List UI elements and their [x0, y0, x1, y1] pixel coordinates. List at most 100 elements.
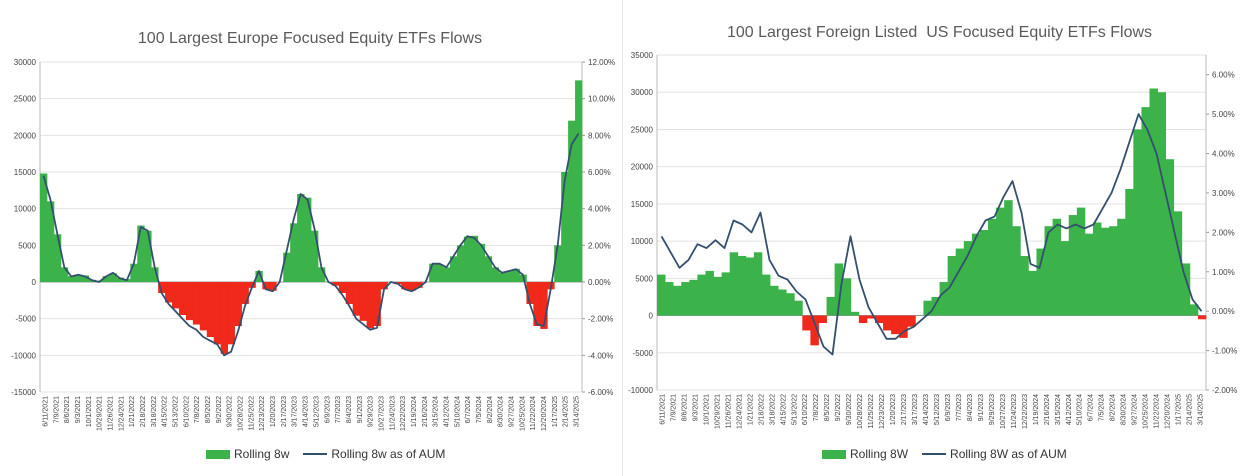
- bar: [269, 282, 277, 291]
- x-tick-label: 8/4/2023: [346, 396, 353, 423]
- x-tick-label: 1/21/2022: [129, 396, 136, 427]
- x-tick-label: 6/9/2023: [945, 394, 952, 421]
- x-tick-label: 5/12/2023: [313, 396, 320, 427]
- y2-tick-label: 3.00%: [1212, 189, 1235, 198]
- x-tick-label: 9/27/2024: [509, 396, 516, 427]
- x-tick-label: 2/16/2024: [422, 396, 429, 427]
- y-tick-label: 5000: [18, 241, 36, 250]
- bar: [818, 315, 827, 323]
- legend-swatch-line: [303, 453, 328, 455]
- bar: [657, 274, 666, 316]
- x-tick-label: 11/26/2021: [725, 394, 732, 429]
- bar: [996, 207, 1005, 316]
- bar: [858, 315, 868, 323]
- bar: [297, 194, 305, 282]
- y2-tick-label: 2.00%: [1212, 228, 1235, 237]
- bar: [770, 285, 779, 316]
- bar: [151, 267, 159, 282]
- bar: [380, 282, 388, 290]
- x-tick-label: 9/30/2022: [227, 396, 234, 427]
- x-tick-label: 12/22/2023: [400, 396, 407, 431]
- bar: [401, 282, 409, 290]
- x-tick-label: 8/2/2024: [487, 396, 494, 423]
- y2-tick-label: 1.00%: [1212, 268, 1235, 277]
- bar: [939, 282, 949, 316]
- bar: [891, 315, 900, 335]
- bar: [554, 245, 562, 282]
- y-tick-label: 0: [32, 278, 37, 287]
- x-tick-label: 8/5/2022: [205, 396, 212, 423]
- x-tick-label: 4/12/2024: [444, 396, 451, 427]
- x-tick-label: 9/29/2023: [368, 396, 375, 427]
- legend-label-bar: Rolling 8w: [234, 447, 290, 461]
- y-tick-label: 0: [649, 312, 654, 321]
- x-tick-label: 10/1/2021: [86, 396, 93, 427]
- bar: [345, 282, 354, 304]
- bar: [533, 282, 541, 326]
- x-tick-label: 8/5/2022: [824, 394, 831, 421]
- bar: [213, 282, 222, 345]
- bar: [947, 256, 957, 316]
- bar: [172, 282, 180, 309]
- x-tick-label: 12/20/2024: [541, 396, 548, 431]
- bar: [255, 271, 263, 282]
- y2-tick-label: 12.00%: [588, 58, 615, 67]
- y2-tick-label: 6.00%: [1212, 71, 1235, 80]
- bar: [826, 296, 836, 316]
- x-tick-label: 9/1/2023: [978, 394, 985, 421]
- bar: [352, 282, 361, 316]
- bar: [498, 272, 506, 282]
- x-tick-label: 3/17/2023: [292, 396, 299, 427]
- y-tick-label: 35000: [631, 51, 654, 60]
- bar: [199, 282, 208, 331]
- x-tick-label: 4/14/2023: [303, 396, 310, 427]
- bar: [436, 264, 444, 282]
- bar: [67, 276, 76, 282]
- x-tick-label: 9/29/2023: [989, 394, 996, 425]
- x-tick-label: 4/12/2024: [1066, 394, 1073, 425]
- x-tick-label: 12/23/2022: [259, 396, 266, 431]
- bar: [227, 282, 235, 345]
- x-tick-label: 7/8/2022: [813, 394, 820, 421]
- bar: [931, 296, 940, 316]
- bar: [1101, 227, 1110, 316]
- x-tick-label: 9/27/2024: [1132, 394, 1139, 425]
- x-tick-label: 5/13/2022: [173, 396, 180, 427]
- x-tick-label: 2/18/2022: [140, 396, 147, 427]
- x-tick-label: 9/3/2021: [75, 396, 82, 423]
- legend-label-line: Rolling 8W as of AUM: [950, 447, 1067, 461]
- bar: [443, 267, 451, 282]
- x-tick-label: 11/25/2022: [868, 394, 875, 429]
- y2-tick-label: 8.00%: [588, 131, 611, 140]
- bar: [810, 315, 819, 346]
- bar: [1068, 215, 1078, 316]
- x-tick-label: 8/6/2021: [64, 396, 71, 423]
- panel-divider: [622, 0, 623, 476]
- x-tick-label: 9/30/2022: [846, 394, 853, 425]
- bar: [491, 267, 500, 282]
- bar: [705, 270, 714, 316]
- x-tick-label: 3/18/2022: [151, 396, 158, 427]
- bar: [561, 172, 569, 282]
- x-tick-label: 5/10/2024: [454, 396, 461, 427]
- bar: [1052, 218, 1062, 316]
- x-tick-label: 10/28/2022: [238, 396, 245, 431]
- bar: [1117, 218, 1126, 316]
- y2-tick-label: -4.00%: [588, 351, 613, 360]
- x-tick-label: 12/23/2022: [879, 394, 886, 429]
- bar: [761, 274, 771, 316]
- bar: [144, 230, 152, 282]
- bar: [721, 272, 731, 316]
- bar: [575, 80, 583, 282]
- x-tick-label: 2/14/2025: [1187, 394, 1194, 425]
- bar: [963, 241, 973, 316]
- bar: [988, 218, 997, 316]
- x-tick-label: 1/19/2024: [411, 396, 418, 427]
- bar: [178, 282, 187, 315]
- x-tick-label: 10/25/2024: [1143, 394, 1150, 429]
- bar: [1197, 315, 1207, 320]
- bar: [311, 230, 319, 282]
- chart-svg-europe: -15000 -10000 -5000 0 5000 10000 15000 20000 250…: [11, 58, 615, 431]
- x-tick-label: 11/22/2024: [1154, 394, 1161, 429]
- x-tick-label: 7/9/2021: [670, 394, 677, 421]
